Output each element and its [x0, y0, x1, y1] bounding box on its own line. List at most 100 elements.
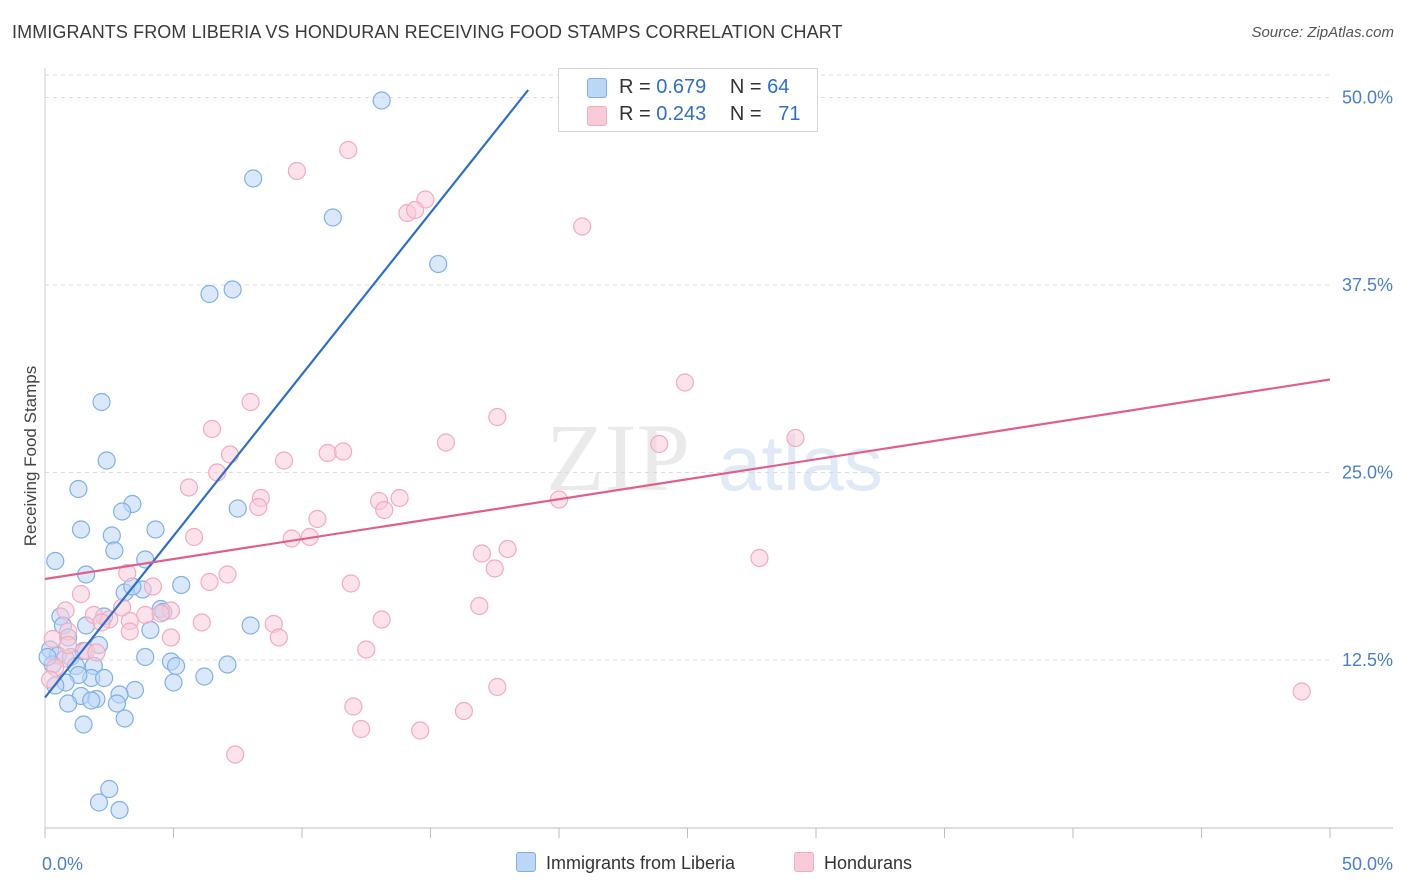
hondurans-point-36: [341, 574, 360, 593]
watermark: ZIP atlas: [546, 404, 883, 511]
liberia-point-46: [195, 667, 214, 686]
liberia-point-7: [97, 451, 116, 470]
liberia-point-1: [244, 169, 263, 188]
trend-lines: [44, 89, 1331, 699]
hondurans-point-29: [472, 544, 491, 563]
hondurans-point-4: [405, 200, 425, 220]
axes: [44, 68, 1393, 838]
liberia-point-59: [89, 793, 109, 812]
legend-n-liberia: 64: [767, 76, 790, 98]
source-label: Source: ZipAtlas.com: [1251, 24, 1394, 41]
legend-n-hondurans: 71: [778, 103, 801, 125]
legend-row-hondurans: R = 0.243 N = 71: [619, 103, 801, 125]
hondurans-point-34: [485, 559, 504, 578]
hondurans-point-45: [136, 605, 155, 625]
hondurans-point-18: [179, 478, 199, 497]
hondurans-trend-line: [44, 378, 1331, 581]
hondurans-point-27: [282, 529, 301, 548]
liberia-trend-line: [44, 89, 530, 699]
hondurans-point-41: [56, 601, 75, 620]
hondurans-point-7: [241, 392, 260, 412]
liberia-point-2: [323, 208, 342, 227]
liberia-point-5: [223, 280, 242, 299]
liberia-point-60: [110, 800, 129, 820]
chart-title: IMMIGRANTS FROM LIBERIA VS HONDURAN RECE…: [12, 22, 843, 42]
hondurans-point-38: [143, 577, 163, 596]
hondurans-point-67: [352, 719, 371, 739]
hondurans-point-26: [184, 527, 204, 547]
hondurans-point-1: [287, 161, 306, 181]
hondurans-point-24: [375, 500, 394, 520]
hondurans-point-35: [200, 572, 219, 592]
liberia-point-55: [59, 694, 78, 713]
hondurans-point-64: [488, 677, 507, 697]
liberia-point-6: [92, 392, 111, 412]
liberia-point-49: [125, 680, 145, 700]
hondurans-point-49: [192, 613, 211, 632]
liberia-point-3: [429, 254, 448, 274]
hondurans-point-15: [334, 442, 353, 461]
hondurans-point-13: [220, 445, 240, 464]
liberia-point-42: [218, 655, 237, 674]
hondurans-point-66: [1292, 682, 1311, 701]
bottom-legend-label-liberia: Immigrants from Liberia: [546, 853, 736, 873]
bottom-legend-swatch-hondurans: [794, 852, 814, 872]
hondurans-point-32: [118, 563, 137, 583]
liberia-point-58: [100, 779, 119, 799]
hondurans-point-11: [650, 434, 669, 454]
hondurans-point-23: [249, 497, 268, 517]
hondurans-point-40: [470, 596, 489, 616]
legend-r-liberia: 0.679: [656, 76, 707, 98]
hondurans-point-31: [750, 548, 769, 568]
y-tick-label-1: 25.0%: [1342, 463, 1393, 483]
grid-lines: [45, 74, 1330, 661]
hondurans-point-5: [573, 217, 592, 236]
legend-r-hondurans: 0.243: [656, 103, 707, 125]
y-tick-label-0: 12.5%: [1342, 650, 1393, 670]
hondurans-point-16: [274, 451, 294, 470]
x-tick-label-1: 50.0%: [1342, 854, 1393, 874]
liberia-point-14: [102, 526, 121, 545]
hondurans-point-58: [357, 640, 376, 659]
hondurans-point-65: [344, 697, 363, 716]
hondurans-point-53: [120, 622, 139, 641]
liberia-point-4: [200, 284, 219, 304]
liberia-point-27: [241, 616, 260, 635]
liberia-point-53: [82, 691, 101, 710]
hondurans-point-9: [202, 419, 222, 439]
hondurans-point-70: [59, 635, 78, 655]
y-tick-label-3: 50.0%: [1342, 88, 1393, 108]
liberia-point-54: [107, 694, 127, 713]
liberia-point-48: [164, 673, 183, 692]
hondurans-point-51: [372, 610, 391, 629]
hondurans-point-25: [308, 509, 327, 529]
hondurans-point-30: [498, 539, 517, 559]
hondurans-point-10: [436, 433, 456, 452]
hondurans-point-21: [390, 488, 409, 508]
hondurans-point-61: [41, 670, 60, 689]
liberia-point-56: [115, 709, 134, 728]
hondurans-point-47: [92, 613, 111, 632]
series-liberia: [38, 91, 448, 820]
hondurans-point-0: [339, 140, 358, 160]
hondurans-point-55: [161, 628, 181, 647]
liberia-point-57: [74, 715, 93, 734]
liberia-point-0: [372, 91, 391, 110]
bottom-legend-swatch-liberia: [516, 852, 536, 872]
hondurans-point-37: [71, 584, 91, 604]
x-tick-label-0: 0.0%: [42, 854, 83, 874]
hondurans-point-62: [87, 643, 106, 662]
liberia-point-16: [105, 541, 124, 560]
legend-swatch-hondurans: [587, 106, 607, 126]
hondurans-point-69: [226, 745, 245, 764]
hondurans-point-56: [43, 629, 62, 649]
hondurans-point-68: [411, 721, 430, 740]
liberia-point-44: [95, 668, 114, 688]
hondurans-point-8: [488, 407, 507, 427]
bottom-legend-liberia: Immigrants from Liberia: [516, 852, 735, 874]
hondurans-point-12: [786, 428, 805, 448]
legend-swatch-liberia: [587, 78, 607, 98]
correlation-legend: R = 0.679 N = 64 R = 0.243 N = 71: [558, 68, 818, 132]
hondurans-point-6: [675, 373, 695, 392]
hondurans-point-14: [318, 443, 337, 463]
